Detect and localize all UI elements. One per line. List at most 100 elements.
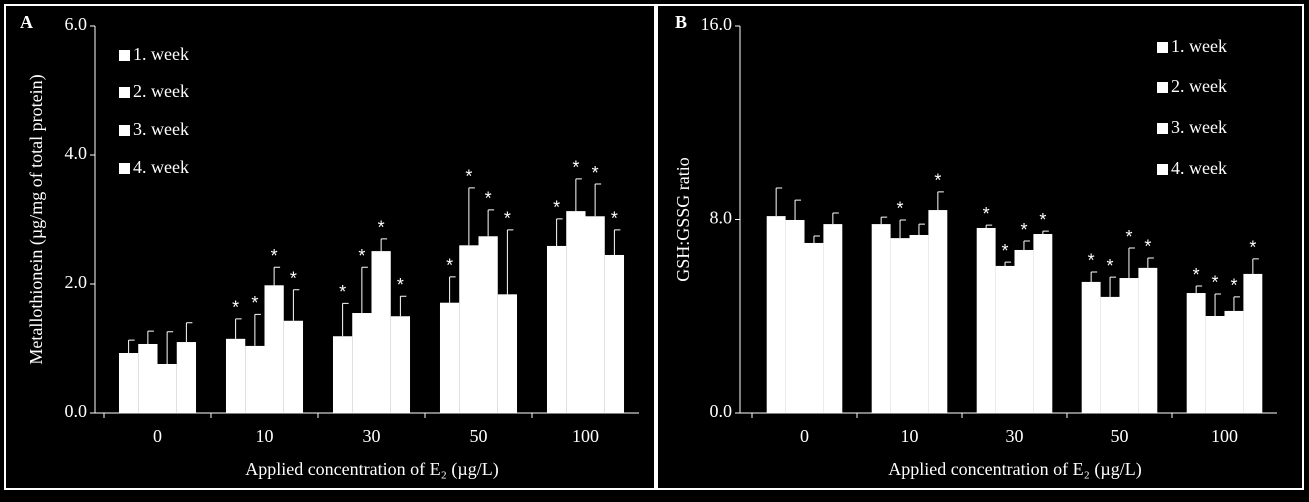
legend-swatch (119, 87, 130, 98)
x-axis-label: Applied concentration of E₂ (µg/L) (245, 459, 499, 480)
error-bar (166, 331, 174, 364)
error-bar (292, 289, 300, 321)
significance-marker: * (1230, 276, 1237, 296)
x-tick-label: 100 (1211, 426, 1238, 446)
bar (909, 234, 929, 413)
y-axis-label: Metallothionein (µg/mg of total protein) (26, 74, 47, 364)
y-tick-label: 4.0 (65, 143, 88, 163)
bar (352, 313, 372, 413)
significance-marker: * (446, 256, 453, 276)
bar (439, 302, 460, 413)
significance-marker: * (897, 199, 904, 219)
significance-marker: * (1212, 273, 1219, 293)
error-bar (813, 235, 820, 243)
significance-marker: * (1193, 265, 1200, 285)
x-tick-label: 0 (800, 426, 809, 446)
error-bar (556, 218, 563, 246)
significance-marker: * (232, 298, 239, 318)
error-bar (506, 229, 514, 295)
y-tick-label: 6.0 (65, 14, 88, 34)
y-tick-label: 0.0 (65, 401, 88, 421)
bar (371, 251, 391, 413)
error-bar (918, 223, 925, 235)
error-bar (1147, 257, 1154, 268)
significance-marker: * (271, 246, 278, 266)
legend-swatch (119, 163, 130, 174)
significance-marker: * (1002, 241, 1009, 261)
legend-swatch (1157, 82, 1168, 93)
significance-marker: * (465, 167, 472, 187)
legend-label: 3. week (1171, 117, 1227, 137)
significance-marker: * (572, 158, 579, 178)
bar (1081, 281, 1101, 413)
bar (785, 219, 805, 413)
error-bar (361, 266, 368, 314)
bar (976, 227, 996, 413)
significance-marker: * (1088, 251, 1095, 271)
significance-marker: * (934, 171, 941, 191)
error-bar (1090, 271, 1098, 282)
bar (1033, 234, 1053, 413)
bar (804, 242, 824, 413)
bar (332, 336, 353, 413)
bar (546, 245, 567, 413)
panel-label: A (20, 12, 33, 32)
significance-marker: * (339, 282, 346, 302)
significance-marker: * (485, 189, 492, 209)
error-bar (1128, 247, 1135, 279)
legend-swatch (1157, 42, 1168, 53)
x-tick-label: 100 (572, 426, 599, 446)
legend-label: 4. week (133, 157, 189, 177)
error-bar (380, 238, 388, 252)
error-bar (147, 330, 154, 344)
x-tick-label: 30 (1006, 426, 1024, 446)
significance-marker: * (504, 209, 511, 229)
x-tick-label: 10 (256, 426, 274, 446)
error-bar (594, 183, 602, 217)
error-bar (235, 318, 242, 339)
bar (225, 338, 246, 413)
bar (157, 363, 177, 413)
bar (1138, 267, 1158, 413)
x-tick-label: 50 (1111, 426, 1129, 446)
bar (264, 285, 284, 413)
legend-swatch (119, 50, 130, 61)
bar (176, 342, 197, 413)
error-bar (1252, 258, 1259, 274)
bar (766, 216, 786, 413)
bar (871, 224, 891, 413)
x-axis-label: Applied concentration of E₂ (µg/L) (888, 459, 1142, 480)
bar (585, 216, 605, 413)
legend-label: 2. week (1171, 76, 1227, 96)
bar (138, 343, 158, 413)
error-bar (1214, 293, 1222, 317)
significance-marker: * (358, 246, 365, 266)
x-tick-label: 0 (153, 426, 162, 446)
bar (1224, 310, 1244, 413)
y-axis-label: GSH:GSSG ratio (673, 157, 693, 282)
panel-frame (4, 4, 656, 490)
legend-label: 4. week (1171, 158, 1227, 178)
significance-marker: * (290, 269, 297, 289)
bar (890, 238, 910, 413)
error-bar (1004, 261, 1012, 266)
error-bar (775, 187, 783, 217)
significance-marker: * (983, 204, 990, 224)
y-tick-label: 16.0 (701, 14, 733, 34)
significance-marker: * (611, 209, 618, 229)
bar (1243, 273, 1263, 413)
error-bar (342, 302, 349, 337)
x-tick-label: 10 (901, 426, 919, 446)
error-bar (985, 224, 993, 228)
bar (928, 210, 948, 413)
legend-label: 2. week (133, 81, 189, 101)
significance-marker: * (251, 293, 258, 313)
y-tick-label: 0.0 (710, 401, 733, 421)
bar (995, 265, 1015, 413)
y-tick-label: 8.0 (710, 208, 733, 228)
significance-marker: * (1039, 210, 1046, 230)
significance-marker: * (1249, 238, 1256, 258)
legend-label: 1. week (133, 44, 189, 64)
error-bar (1233, 296, 1240, 311)
